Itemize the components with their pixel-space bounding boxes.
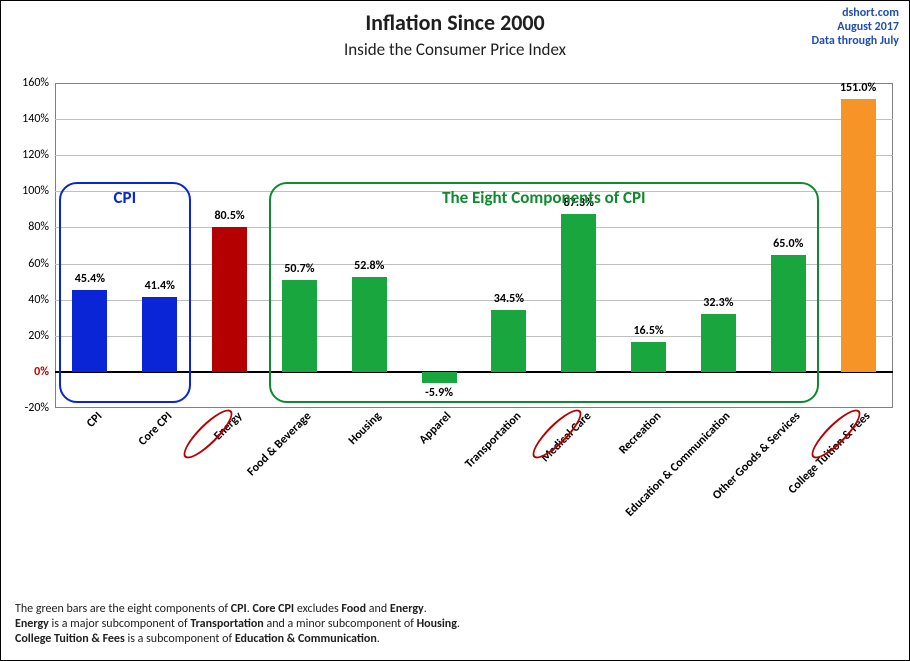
xtick-label: Housing (345, 408, 385, 448)
bar (422, 372, 457, 383)
bar (771, 255, 806, 372)
ytick-label: -20% (25, 401, 55, 415)
bar-value-label: 41.4% (145, 279, 175, 293)
gridline (55, 119, 893, 120)
footnote-line: Energy is a major subcomponent of Transp… (15, 617, 460, 632)
group-label: CPI (59, 187, 191, 208)
bar-value-label: 65.0% (773, 237, 803, 251)
xtick-label: Recreation (615, 408, 664, 457)
xtick-label: Apparel (415, 408, 454, 447)
bar-value-label: 52.8% (354, 259, 384, 273)
chart-title: Inflation Since 2000 (1, 9, 909, 36)
bar (631, 342, 666, 372)
attribution-line: Data through July (811, 35, 899, 49)
xtick-label: Food & Beverage (244, 408, 315, 479)
bar-value-label: 50.7% (284, 262, 314, 276)
bar (491, 310, 526, 372)
chart-container: Inflation Since 2000 Inside the Consumer… (0, 0, 910, 661)
bar-value-label: 151.0% (840, 81, 876, 95)
ytick-label: 160% (22, 76, 55, 90)
bar-value-label: 16.5% (633, 324, 663, 338)
gridline (55, 264, 893, 265)
footnote-line: The green bars are the eight components … (15, 602, 460, 617)
zero-line (55, 371, 893, 373)
gridline (55, 227, 893, 228)
gridline (55, 336, 893, 337)
footnote-line: College Tuition & Fees is a subcomponent… (15, 632, 460, 647)
ytick-label: 0% (34, 365, 55, 379)
xtick-label: CPI (83, 408, 106, 431)
bar (701, 314, 736, 372)
footnote: The green bars are the eight components … (15, 602, 460, 647)
attribution: dshort.comAugust 2017Data through July (811, 7, 899, 48)
ytick-label: 20% (28, 329, 55, 343)
group-label: The Eight Components of CPI (269, 187, 820, 208)
plot-border (55, 83, 893, 408)
bar (72, 290, 107, 372)
bar (561, 214, 596, 372)
xtick-label: Transportation (461, 408, 524, 471)
chart-subtitle: Inside the Consumer Price Index (1, 39, 909, 60)
xtick-label: Medical Care (537, 408, 594, 465)
attribution-line: August 2017 (811, 21, 899, 35)
bar-value-label: -5.9% (425, 386, 453, 400)
bar (841, 99, 876, 372)
bar-value-label: 34.5% (494, 292, 524, 306)
ytick-label: 40% (28, 293, 55, 307)
bar-value-label: 32.3% (703, 296, 733, 310)
bar (352, 277, 387, 372)
bar (282, 280, 317, 372)
ytick-label: 140% (22, 112, 55, 126)
plot-area: -20%0%20%40%60%80%100%120%140%160%45.4%C… (55, 83, 893, 408)
gridline (55, 300, 893, 301)
ytick-label: 60% (28, 257, 55, 271)
bar-value-label: 45.4% (75, 272, 105, 286)
bar (212, 227, 247, 372)
ytick-label: 100% (22, 184, 55, 198)
attribution-line: dshort.com (811, 7, 899, 21)
gridline (55, 155, 893, 156)
bar (142, 297, 177, 372)
xtick-label: Core CPI (134, 408, 175, 449)
ytick-label: 120% (22, 148, 55, 162)
ytick-label: 80% (28, 220, 55, 234)
xtick-label: Energy (210, 408, 245, 443)
bar-value-label: 80.5% (214, 209, 244, 223)
